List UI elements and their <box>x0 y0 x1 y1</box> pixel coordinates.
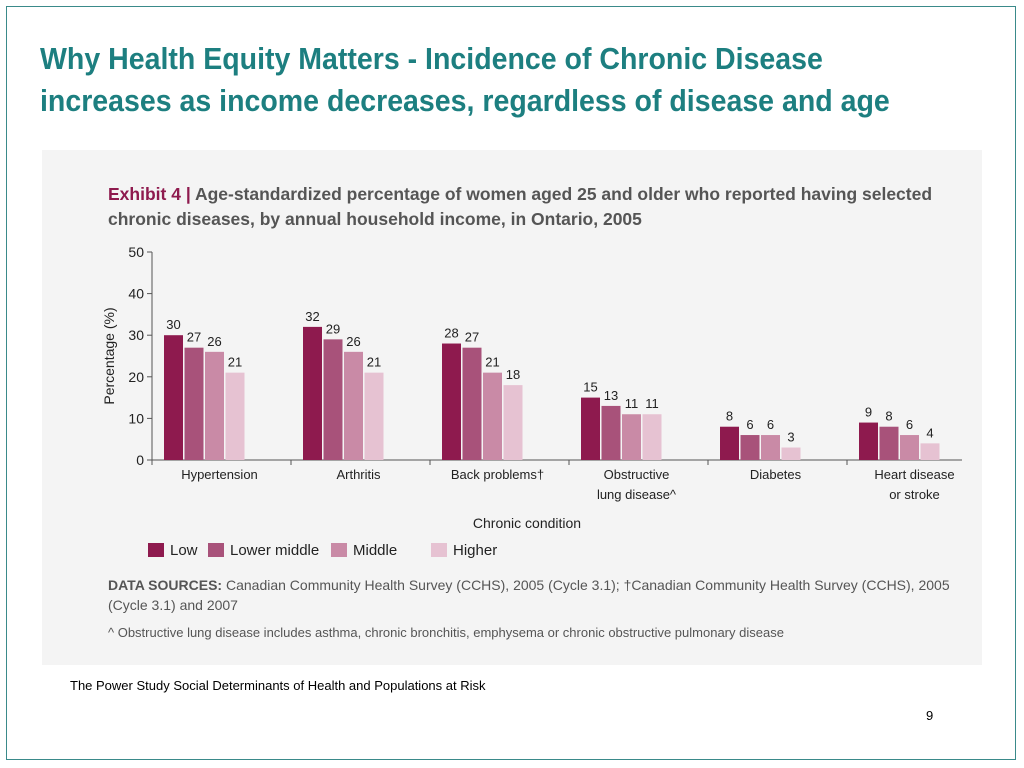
footnote: ^ Obstructive lung disease includes asth… <box>108 625 784 640</box>
category-label: Hypertension <box>181 467 258 482</box>
bar-value-label: 29 <box>326 321 340 336</box>
exhibit-label: Exhibit 4 <box>108 184 181 204</box>
data-sources-label: DATA SOURCES: <box>108 577 223 593</box>
legend-swatch <box>331 543 347 557</box>
bar <box>900 435 919 460</box>
legend-swatch <box>148 543 164 557</box>
category-label: Obstructive <box>604 467 670 482</box>
y-tick-label: 0 <box>136 452 144 468</box>
bar <box>740 435 760 460</box>
exhibit-heading: Exhibit 4 | Age-standardized percentage … <box>108 182 968 232</box>
bar <box>503 385 523 460</box>
bar-value-label: 3 <box>787 430 794 445</box>
bar <box>323 339 343 460</box>
bar-value-label: 21 <box>228 355 242 370</box>
bar <box>344 351 363 460</box>
source-citation: The Power Study Social Determinants of H… <box>70 678 486 693</box>
bar-value-label: 11 <box>625 396 639 411</box>
bar-value-label: 8 <box>726 409 733 424</box>
bar-value-label: 9 <box>865 405 872 420</box>
bar <box>205 351 224 460</box>
grouped-bar-chart: 0 10 20 30 40 50 Percentage (%) 30 27 26 21 Hyperte… <box>101 244 962 559</box>
x-axis-title: Chronic condition <box>473 515 581 531</box>
bar <box>364 372 384 460</box>
bar <box>225 372 245 460</box>
bar <box>622 414 641 460</box>
legend-swatch <box>431 543 447 557</box>
bar <box>442 343 461 460</box>
category-label: lung disease^ <box>597 487 677 502</box>
bar-value-label: 21 <box>485 355 499 370</box>
bar-value-label: 21 <box>367 355 381 370</box>
bar <box>761 435 780 460</box>
page-number: 9 <box>926 708 934 723</box>
bar-value-label: 27 <box>465 330 479 345</box>
bar <box>920 443 940 460</box>
bar-value-label: 27 <box>187 330 201 345</box>
bar <box>303 326 322 460</box>
bar <box>720 426 739 460</box>
legend-label: Lower middle <box>230 542 319 559</box>
bar <box>581 397 600 460</box>
exhibit-caption: Age-standardized percentage of women age… <box>108 184 933 229</box>
category-label: or stroke <box>889 487 940 502</box>
bar-value-label: 32 <box>305 309 319 324</box>
data-sources: DATA SOURCES: Canadian Community Health … <box>108 575 968 615</box>
data-sources-text: Canadian Community Health Survey (CCHS),… <box>108 577 950 613</box>
y-tick-label: 30 <box>128 327 144 343</box>
bar <box>184 347 204 460</box>
legend-label: Middle <box>353 542 397 559</box>
bar-value-label: 15 <box>583 380 597 395</box>
bar <box>601 405 621 460</box>
slide-frame <box>6 6 1016 760</box>
bar-value-label: 4 <box>926 425 933 440</box>
bar <box>879 426 899 460</box>
y-axis-title: Percentage (%) <box>101 307 117 404</box>
bar <box>859 422 878 460</box>
category-label: Heart disease <box>874 467 954 482</box>
bar <box>781 447 801 460</box>
bar-value-label: 6 <box>767 417 774 432</box>
bar-value-label: 18 <box>506 367 520 382</box>
bar-value-label: 26 <box>207 334 221 349</box>
bar-value-label: 8 <box>885 409 892 424</box>
legend-label: Low <box>170 542 198 559</box>
y-tick-label: 10 <box>128 410 144 426</box>
category-label: Arthritis <box>336 467 381 482</box>
legend-label: Higher <box>453 542 497 559</box>
bar <box>642 414 662 460</box>
bar-value-label: 11 <box>645 396 659 411</box>
bar-value-label: 30 <box>166 317 180 332</box>
bar-value-label: 28 <box>444 326 458 341</box>
legend-swatch <box>208 543 224 557</box>
category-label: Back problems† <box>451 467 544 482</box>
bar-value-label: 26 <box>346 334 360 349</box>
bar-value-label: 6 <box>746 417 753 432</box>
y-tick-label: 40 <box>128 286 144 302</box>
bar-value-label: 6 <box>906 417 913 432</box>
exhibit-separator: | <box>185 184 191 204</box>
y-tick-label: 50 <box>128 244 144 260</box>
y-tick-label: 20 <box>128 369 144 385</box>
slide-title: Why Health Equity Matters - Incidence of… <box>40 41 890 118</box>
bar <box>462 347 482 460</box>
bar <box>483 372 502 460</box>
bar <box>164 335 183 460</box>
bar-value-label: 13 <box>604 388 618 403</box>
category-label: Diabetes <box>750 467 802 482</box>
